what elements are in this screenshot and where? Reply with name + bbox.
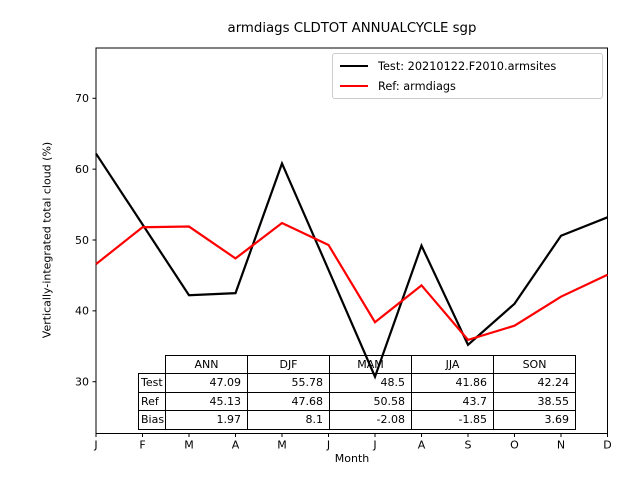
legend-entry: Ref: armdiags xyxy=(340,76,595,96)
table-value-cell: 48.5 xyxy=(329,373,412,393)
table-value-cell: 43.7 xyxy=(411,391,494,412)
legend-label: Test: 20210122.F2010.armsites xyxy=(378,59,557,73)
ref-series-line xyxy=(95,221,608,342)
table-header-row: ANN DJF MAM JJA SON xyxy=(139,354,576,375)
table-value-cell: 3.69 xyxy=(493,410,576,430)
legend-entry: Test: 20210122.F2010.armsites xyxy=(340,56,595,76)
x-tick-label: S xyxy=(465,439,472,452)
legend-line-sample xyxy=(340,84,368,88)
table-value-cell: 55.78 xyxy=(247,373,330,393)
table-row: Ref 45.13 47.68 50.58 43.7 38.55 xyxy=(138,391,576,412)
x-tick-label: D xyxy=(603,439,611,452)
legend: Test: 20210122.F2010.armsites Ref: armdia… xyxy=(332,53,603,99)
table-row: Bias 1.97 8.1 -2.08 -1.85 3.69 xyxy=(138,410,576,430)
legend-line-sample xyxy=(340,64,368,68)
x-tick-label: A xyxy=(232,439,240,452)
table-row-label: Ref xyxy=(138,391,166,412)
y-tick-label: 60 xyxy=(75,163,89,176)
table-column-header: ANN xyxy=(165,354,248,375)
x-tick-label: M xyxy=(277,439,287,452)
table-row-label: Test xyxy=(138,373,166,393)
table-value-cell: 38.55 xyxy=(493,391,576,412)
y-tick-label: 70 xyxy=(75,92,89,105)
x-tick-label: O xyxy=(510,439,519,452)
table-row-label: Bias xyxy=(138,410,166,430)
x-axis-label: Month xyxy=(334,452,370,465)
table-value-cell: 47.09 xyxy=(165,373,248,393)
table-value-cell: 47.68 xyxy=(247,391,330,412)
table-value-cell: 45.13 xyxy=(165,391,248,412)
table-blank-cell xyxy=(139,356,166,374)
stats-table: ANN DJF MAM JJA SON Test 47.09 55.78 48.5 41.86 42… xyxy=(138,354,576,430)
table-column-header: JJA xyxy=(411,354,494,375)
y-axis-label: Vertically-integrated total cloud (%) xyxy=(40,141,54,339)
x-tick-label: J xyxy=(93,439,97,452)
table-value-cell: -2.08 xyxy=(329,410,412,430)
table-value-cell: -1.85 xyxy=(411,410,494,430)
table-column-header: MAM xyxy=(329,354,412,375)
x-tick-label: N xyxy=(557,439,565,452)
table-value-cell: 42.24 xyxy=(493,373,576,393)
test-series-line xyxy=(95,152,608,380)
x-tick-label: F xyxy=(139,439,145,452)
table-value-cell: 8.1 xyxy=(247,410,330,430)
table-value-cell: 50.58 xyxy=(329,391,412,412)
chart-title: armdiags CLDTOT ANNUALCYCLE sgp xyxy=(227,21,477,36)
y-tick-label: 40 xyxy=(75,305,89,318)
table-value-cell: 1.97 xyxy=(165,410,248,430)
table-column-header: DJF xyxy=(247,354,330,375)
y-tick-label: 50 xyxy=(75,234,89,247)
x-tick-label: J xyxy=(372,439,376,452)
table-value-cell: 41.86 xyxy=(411,373,494,393)
x-tick-label: J xyxy=(326,439,330,452)
x-tick-label: A xyxy=(418,439,426,452)
legend-label: Ref: armdiags xyxy=(378,79,456,93)
x-tick-label: M xyxy=(184,439,194,452)
table-row: Test 47.09 55.78 48.5 41.86 42.24 xyxy=(138,373,576,393)
table-column-header: SON xyxy=(493,354,576,375)
y-tick-label: 30 xyxy=(75,376,89,389)
